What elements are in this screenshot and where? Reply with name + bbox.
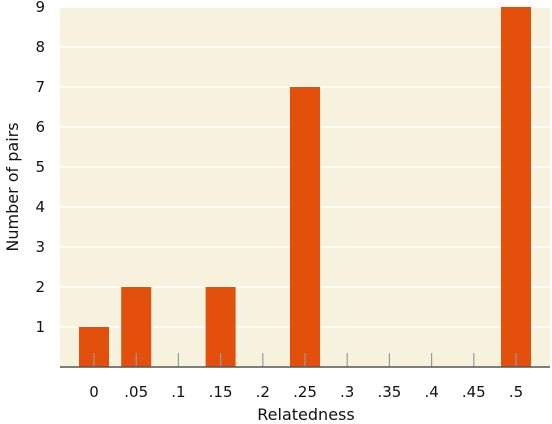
y-tick-label: 9 (35, 0, 45, 16)
x-ticks (93, 353, 517, 367)
x-tick-label: .3 (340, 383, 354, 401)
x-tick-label: .2 (256, 383, 270, 401)
x-tick-labels: 0 .05 .1 .15 .2 .25 .3 .35 .4 .45 .5 (89, 383, 523, 401)
bar (501, 7, 531, 367)
x-tick-label: .05 (124, 383, 148, 401)
x-tick-label: 0 (89, 383, 99, 401)
x-tick-label: .5 (509, 383, 523, 401)
y-tick-label: 5 (35, 158, 45, 176)
y-tick-label: 2 (35, 278, 45, 296)
x-tick-label: .25 (293, 383, 317, 401)
y-tick-label: 4 (35, 198, 45, 216)
bar (290, 87, 320, 367)
x-tick-label: .15 (209, 383, 233, 401)
y-tick-label: 8 (35, 38, 45, 56)
y-tick-label: 3 (35, 238, 45, 256)
x-tick-label: .45 (462, 383, 486, 401)
x-tick-label: .35 (377, 383, 401, 401)
y-tick-label: 6 (35, 118, 45, 136)
y-tick-label: 1 (35, 318, 45, 336)
x-tick-label: .1 (171, 383, 185, 401)
y-tick-label: 7 (35, 78, 45, 96)
x-axis-title: Relatedness (257, 405, 354, 424)
y-axis-title: Number of pairs (3, 122, 22, 251)
y-tick-labels: 1 2 3 4 5 6 7 8 9 (35, 0, 45, 336)
x-tick-label: .4 (424, 383, 438, 401)
